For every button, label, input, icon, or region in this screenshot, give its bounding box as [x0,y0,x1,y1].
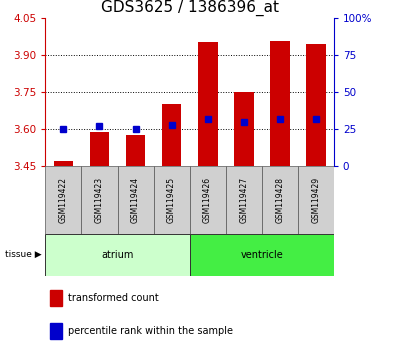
Text: GSM119429: GSM119429 [311,177,320,223]
Bar [154,166,190,234]
Title: GDS3625 / 1386396_at: GDS3625 / 1386396_at [101,0,278,16]
Bar [45,166,81,234]
Text: transformed count: transformed count [68,293,159,303]
Text: GSM119428: GSM119428 [275,177,284,223]
Bar [50,323,62,339]
Text: GSM119424: GSM119424 [131,177,140,223]
Bar [226,166,261,234]
Bar [261,166,298,234]
Bar [162,104,181,166]
Bar [118,166,154,234]
Bar [45,234,190,276]
Bar [126,135,145,166]
Text: atrium: atrium [102,250,134,260]
Bar [270,41,290,166]
Text: GSM119423: GSM119423 [95,177,104,223]
Bar [306,44,325,166]
Bar [81,166,118,234]
Bar [190,166,226,234]
Text: GSM119422: GSM119422 [59,177,68,223]
Bar [234,92,254,166]
Text: GSM119425: GSM119425 [167,177,176,223]
Bar [54,161,73,166]
Text: tissue ▶: tissue ▶ [5,250,41,259]
Bar [90,132,109,166]
Bar [50,290,62,306]
Text: GSM119426: GSM119426 [203,177,212,223]
Text: GSM119427: GSM119427 [239,177,248,223]
Bar [190,234,334,276]
Bar [298,166,334,234]
Text: ventricle: ventricle [240,250,283,260]
Bar [198,42,218,166]
Text: percentile rank within the sample: percentile rank within the sample [68,326,233,336]
